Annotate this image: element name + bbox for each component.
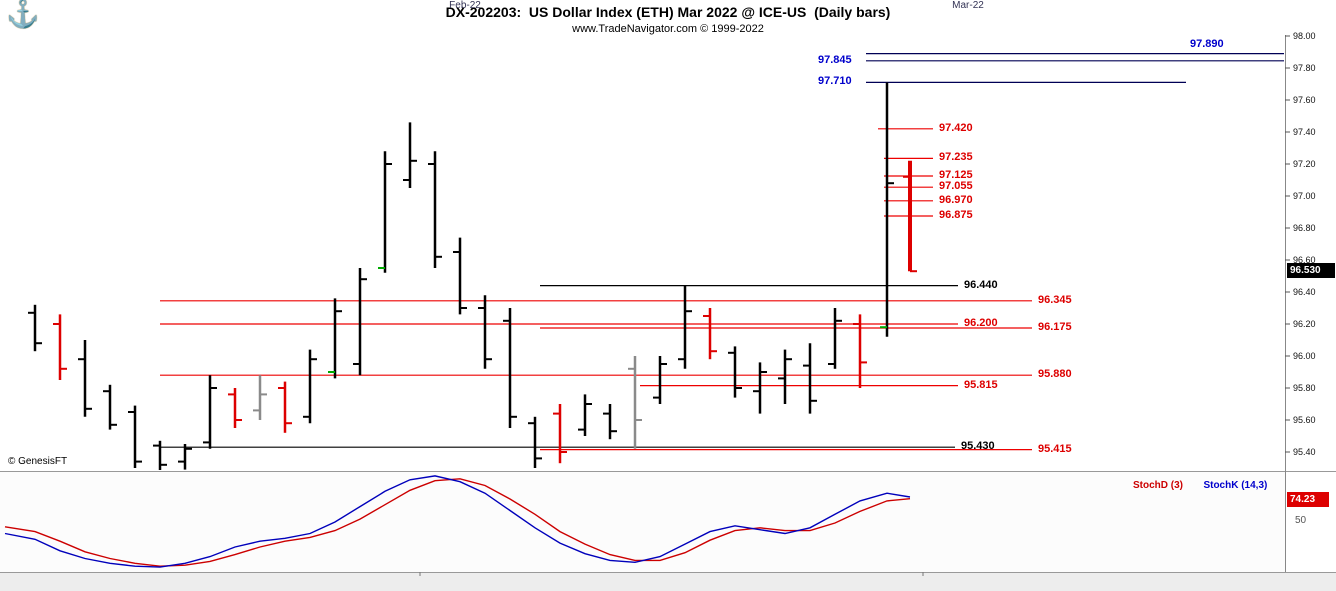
chart-title: DX-202203: US Dollar Index (ETH) Mar 202… — [445, 4, 891, 20]
last-price-badge: 96.530 — [1287, 263, 1335, 278]
genesis-copyright: © GenesisFT — [8, 456, 68, 467]
genesis-logo-icon: ⚓ — [6, 0, 40, 29]
x-axis-strip — [0, 572, 1336, 591]
stoch-value-badge: 74.23 — [1287, 492, 1329, 507]
stoch-mid-label: 50 — [1295, 515, 1307, 526]
stochk-legend-label: StochK (14,3) — [1203, 480, 1268, 491]
stochd-legend-label: StochD (3) — [1133, 480, 1183, 491]
stochd-line — [4, 478, 911, 567]
stochk-line — [4, 475, 911, 568]
indicator-legend: StochD (3) StochK (14,3) — [1133, 475, 1267, 493]
chart-subtitle: www.TradeNavigator.com © 1999-2022 — [572, 23, 764, 35]
